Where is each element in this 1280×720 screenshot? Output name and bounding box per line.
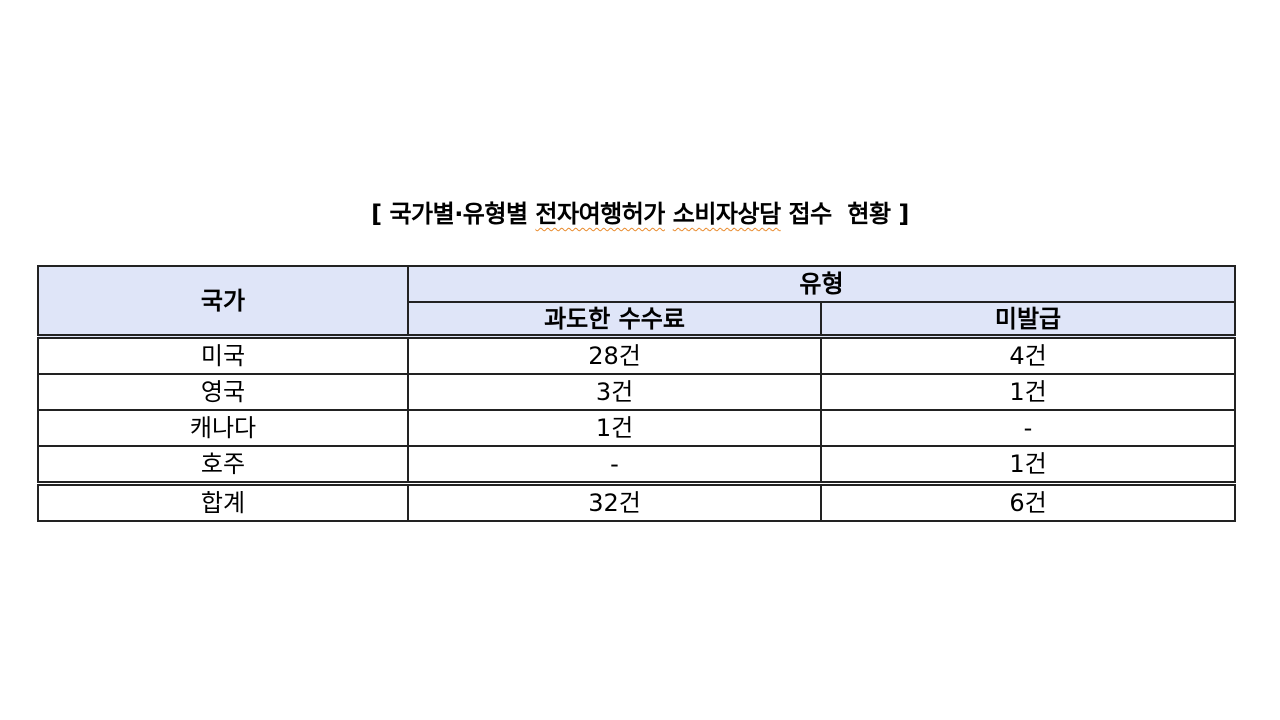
header-excess-fee: 과도한 수수료 bbox=[407, 301, 822, 339]
table-row: 영국 3건 1건 bbox=[37, 373, 1236, 411]
title-text: 국가별·유형별 bbox=[389, 200, 536, 228]
title-space bbox=[665, 200, 673, 228]
title-text-spellcheck: 전자여행허가 bbox=[535, 200, 665, 228]
cell-excess-fee: 1건 bbox=[407, 409, 822, 447]
cell-total-label: 합계 bbox=[37, 481, 409, 522]
cell-country: 미국 bbox=[37, 335, 409, 375]
document-title: [ 국가별·유형별 전자여행허가 소비자상담 접수 현황 ] bbox=[0, 194, 1280, 229]
title-bracket-close: ] bbox=[890, 200, 909, 228]
cell-country: 호주 bbox=[37, 445, 409, 485]
cell-not-issued: 1건 bbox=[820, 445, 1236, 485]
cell-not-issued: - bbox=[820, 409, 1236, 447]
header-type: 유형 bbox=[407, 265, 1236, 303]
title-text-spellcheck: 소비자상담 bbox=[672, 200, 781, 228]
table-row: 캐나다 1건 - bbox=[37, 409, 1236, 447]
cell-excess-fee: 3건 bbox=[407, 373, 822, 411]
header-country: 국가 bbox=[37, 265, 409, 339]
title-text: 접수 현황 bbox=[780, 200, 892, 228]
cell-not-issued: 4건 bbox=[820, 335, 1236, 375]
cell-not-issued: 1건 bbox=[820, 373, 1236, 411]
total-row: 합계 32건 6건 bbox=[37, 481, 1236, 522]
cell-country: 영국 bbox=[37, 373, 409, 411]
cell-country: 캐나다 bbox=[37, 409, 409, 447]
cell-excess-fee: - bbox=[407, 445, 822, 485]
title-bracket-open: [ bbox=[371, 200, 390, 228]
cell-total-excess-fee: 32건 bbox=[407, 481, 822, 522]
cell-total-not-issued: 6건 bbox=[820, 481, 1236, 522]
table-row: 호주 - 1건 bbox=[37, 445, 1236, 485]
complaints-table: 국가 유형 과도한 수수료 미발급 미국 28건 4건 영국 3건 1건 캐나다… bbox=[37, 265, 1236, 522]
table-row: 미국 28건 4건 bbox=[37, 335, 1236, 375]
header-not-issued: 미발급 bbox=[820, 301, 1236, 339]
cell-excess-fee: 28건 bbox=[407, 335, 822, 375]
